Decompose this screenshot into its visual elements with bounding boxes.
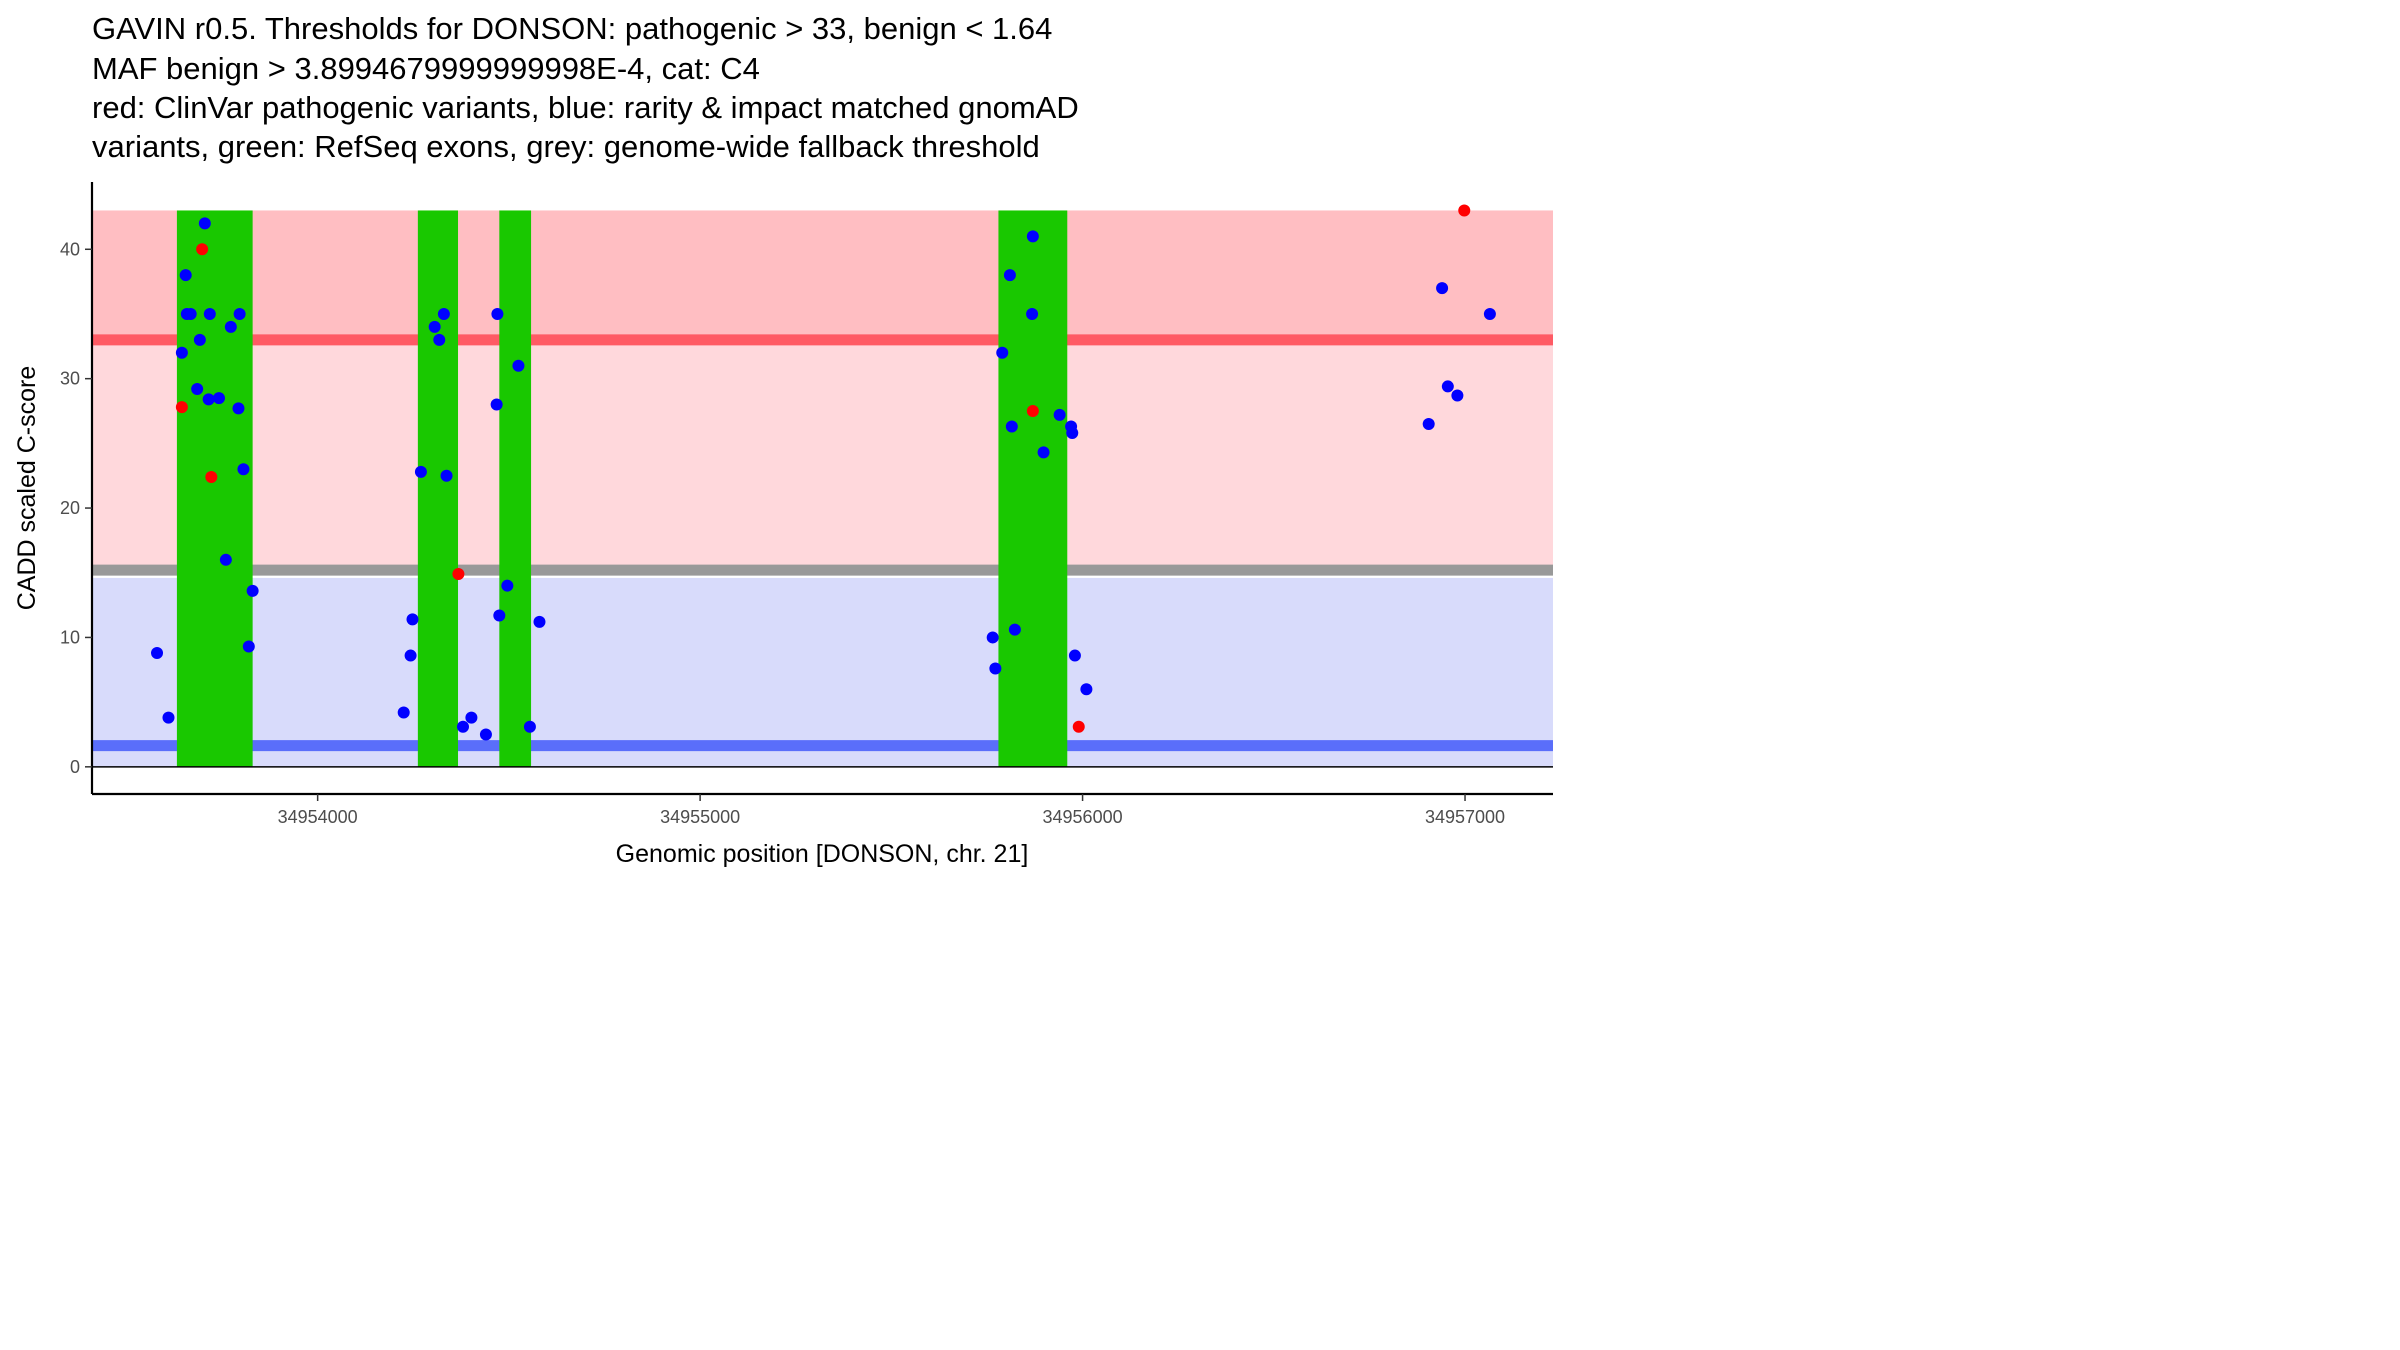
gnomad-point [1008,623,1021,636]
y-tick-label: 10 [60,627,80,647]
gnomad-point [479,728,492,741]
chart-title-line-2: MAF benign > 3.8994679999999998E-4, cat:… [92,51,760,86]
gnomad-point [198,217,211,230]
gnomad-point [1068,649,1081,662]
gnomad-point [233,307,246,320]
gnomad-point [219,553,232,566]
benign-band [92,577,1553,767]
gnomad-point [1483,307,1496,320]
gnomad-point [397,706,410,719]
gnomad-point [989,662,1002,675]
clinvar-point [1072,720,1085,733]
gnomad-point [414,465,427,478]
gnomad-point [490,398,503,411]
plot-area [92,204,1553,767]
gnomad-point [406,613,419,626]
gnomad-point [1053,408,1066,421]
gnomad-point [491,307,504,320]
clinvar-point [196,243,209,256]
gnomad-point [996,346,1009,359]
gnomad-point [440,469,453,482]
intermediate-band [92,339,1553,571]
gnomad-point [533,615,546,628]
gnomad-point [151,646,164,659]
chart-root: GAVIN r0.5. Thresholds for DONSON: patho… [0,0,1568,882]
cadd-scatter-chart: GAVIN r0.5. Thresholds for DONSON: patho… [13,11,1553,868]
gnomad-point [456,720,469,733]
gnomad-point [1026,230,1039,243]
gnomad-point [232,402,245,415]
clinvar-point [452,568,465,581]
exon-bar-2 [417,210,459,767]
gnomad-point [1066,427,1079,440]
y-tick-label: 40 [60,239,80,259]
pathogenic-band [92,210,1553,340]
gnomad-point [179,269,192,282]
exon-bar-3 [499,210,532,767]
y-tick-label: 30 [60,369,80,389]
clinvar-point [175,401,188,414]
gnomad-point [437,307,450,320]
axes: 0 10 20 30 40 34954000 34955000 34956000 3495700… [60,182,1553,827]
chart-title-line-3: red: ClinVar pathogenic variants, blue: … [92,90,1079,125]
gnomad-point [433,333,446,346]
gnomad-point [986,631,999,644]
gnomad-point [1003,269,1016,282]
chart-title-line-1: GAVIN r0.5. Thresholds for DONSON: patho… [92,11,1052,46]
y-tick-label: 20 [60,498,80,518]
x-tick-label: 34957000 [1425,807,1505,827]
gnomad-point [404,649,417,662]
gnomad-point [184,307,197,320]
x-axis-title: Genomic position [DONSON, chr. 21] [616,840,1029,868]
clinvar-point [1026,405,1039,418]
gnomad-point [237,463,250,476]
gnomad-point [1422,417,1435,430]
clinvar-point [205,471,218,484]
x-tick-label: 34954000 [278,807,358,827]
gnomad-point [512,359,525,372]
exon-bar-1 [176,210,253,767]
gnomad-point [175,346,188,359]
gnomad-point [224,320,237,333]
x-tick-label: 34956000 [1043,807,1123,827]
gnomad-point [465,711,478,724]
gnomad-point [193,333,206,346]
gnomad-point [1441,380,1454,393]
clinvar-point [1458,204,1471,217]
x-tick-label: 34955000 [660,807,740,827]
gnomad-point [191,383,204,396]
gnomad-point [246,584,259,597]
y-tick-label: 0 [70,757,80,777]
gnomad-point [203,307,216,320]
gnomad-point [493,609,506,622]
gnomad-point [1080,683,1093,696]
gnomad-point [523,720,536,733]
gnomad-point [202,393,215,406]
gnomad-point [242,640,255,653]
gnomad-point [1451,389,1464,402]
gnomad-point [212,392,225,405]
y-axis-title: CADD scaled C-score [13,366,41,611]
chart-title-line-4: variants, green: RefSeq exons, grey: gen… [92,129,1040,164]
gnomad-point [1037,446,1050,459]
gnomad-point [1005,420,1018,433]
gnomad-point [162,711,175,724]
gnomad-point [501,579,514,592]
gnomad-point [1436,282,1449,295]
gnomad-point [1026,307,1039,320]
gnomad-point [428,320,441,333]
exon-bar-4 [998,210,1068,767]
